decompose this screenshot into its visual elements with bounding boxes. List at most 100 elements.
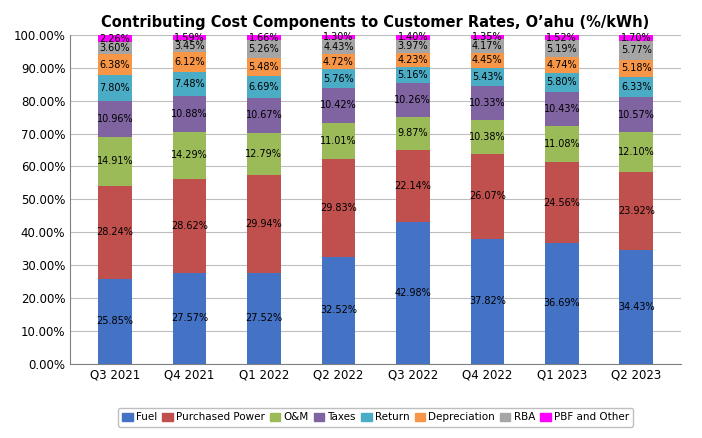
Text: 4.23%: 4.23% bbox=[397, 55, 428, 64]
Text: 28.24%: 28.24% bbox=[96, 227, 133, 237]
Text: 1.59%: 1.59% bbox=[174, 33, 205, 42]
Bar bbox=[322, 54, 355, 69]
Text: 7.80%: 7.80% bbox=[100, 83, 130, 93]
Text: 5.19%: 5.19% bbox=[546, 43, 577, 53]
Bar bbox=[173, 179, 206, 273]
Text: 7.48%: 7.48% bbox=[174, 79, 205, 89]
Bar bbox=[470, 154, 504, 239]
Bar bbox=[247, 76, 281, 98]
Text: 10.88%: 10.88% bbox=[171, 109, 208, 119]
Text: 23.92%: 23.92% bbox=[618, 206, 655, 216]
Text: 14.29%: 14.29% bbox=[171, 151, 208, 160]
Text: 3.60%: 3.60% bbox=[100, 43, 130, 53]
Text: 14.91%: 14.91% bbox=[97, 156, 133, 166]
Bar bbox=[98, 75, 132, 101]
Text: 10.26%: 10.26% bbox=[395, 95, 431, 106]
Bar bbox=[545, 126, 578, 162]
Text: 1.40%: 1.40% bbox=[397, 32, 428, 42]
Bar bbox=[396, 39, 430, 53]
Bar bbox=[470, 35, 504, 39]
Bar bbox=[619, 60, 653, 77]
Text: 12.10%: 12.10% bbox=[618, 147, 655, 157]
Text: 1.66%: 1.66% bbox=[249, 33, 279, 43]
Text: 1.70%: 1.70% bbox=[621, 33, 651, 43]
Bar bbox=[247, 273, 281, 364]
Bar bbox=[619, 132, 653, 172]
Text: 12.79%: 12.79% bbox=[246, 149, 282, 159]
Bar bbox=[396, 53, 430, 67]
Bar bbox=[619, 97, 653, 132]
Bar bbox=[98, 35, 132, 42]
Text: 10.43%: 10.43% bbox=[543, 104, 580, 114]
Bar bbox=[470, 86, 504, 120]
Text: 10.96%: 10.96% bbox=[97, 114, 133, 124]
Text: 28.62%: 28.62% bbox=[171, 221, 208, 231]
Bar bbox=[619, 251, 653, 364]
Bar bbox=[470, 120, 504, 154]
Bar bbox=[98, 137, 132, 186]
Text: 4.17%: 4.17% bbox=[472, 41, 503, 51]
Bar bbox=[322, 257, 355, 364]
Bar bbox=[470, 39, 504, 53]
Bar bbox=[545, 92, 578, 126]
Bar bbox=[173, 72, 206, 96]
Bar bbox=[98, 54, 132, 75]
Text: 3.45%: 3.45% bbox=[174, 41, 205, 51]
Text: 5.43%: 5.43% bbox=[472, 72, 503, 82]
Text: 5.16%: 5.16% bbox=[397, 70, 428, 80]
Text: 10.42%: 10.42% bbox=[320, 100, 357, 110]
Text: 2.26%: 2.26% bbox=[100, 34, 131, 44]
Bar bbox=[247, 35, 281, 40]
Text: 4.43%: 4.43% bbox=[323, 42, 354, 52]
Bar bbox=[322, 88, 355, 123]
Text: 26.07%: 26.07% bbox=[469, 191, 505, 201]
Text: 5.76%: 5.76% bbox=[323, 74, 354, 84]
Text: 10.67%: 10.67% bbox=[246, 110, 282, 120]
Bar bbox=[545, 57, 578, 73]
Text: 32.52%: 32.52% bbox=[320, 305, 357, 315]
Bar bbox=[98, 101, 132, 137]
Bar bbox=[619, 35, 653, 41]
Bar bbox=[98, 279, 132, 364]
Bar bbox=[247, 98, 281, 133]
Bar bbox=[173, 35, 206, 40]
Bar bbox=[173, 273, 206, 364]
Bar bbox=[396, 223, 430, 364]
Bar bbox=[173, 96, 206, 132]
Text: 6.69%: 6.69% bbox=[249, 82, 279, 92]
Title: Contributing Cost Components to Customer Rates, O’ahu (%/kWh): Contributing Cost Components to Customer… bbox=[102, 15, 649, 30]
Bar bbox=[173, 52, 206, 72]
Text: 4.74%: 4.74% bbox=[546, 60, 577, 70]
Bar bbox=[247, 58, 281, 76]
Text: 5.18%: 5.18% bbox=[621, 63, 651, 73]
Text: 29.94%: 29.94% bbox=[246, 219, 282, 229]
Bar bbox=[470, 68, 504, 86]
Text: 22.14%: 22.14% bbox=[395, 181, 431, 191]
Bar bbox=[247, 175, 281, 273]
Bar bbox=[322, 159, 355, 257]
Text: 27.52%: 27.52% bbox=[245, 313, 282, 323]
Text: 11.08%: 11.08% bbox=[543, 139, 580, 149]
Text: 11.01%: 11.01% bbox=[320, 136, 357, 146]
Text: 5.26%: 5.26% bbox=[249, 44, 279, 54]
Bar bbox=[545, 243, 578, 364]
Bar bbox=[545, 35, 578, 40]
Bar bbox=[247, 40, 281, 58]
Text: 10.57%: 10.57% bbox=[618, 110, 655, 120]
Bar bbox=[545, 73, 578, 92]
Bar bbox=[98, 42, 132, 54]
Bar bbox=[396, 150, 430, 223]
Text: 4.72%: 4.72% bbox=[323, 57, 354, 67]
Text: 6.38%: 6.38% bbox=[100, 60, 130, 70]
Bar bbox=[470, 53, 504, 68]
Bar bbox=[173, 40, 206, 52]
Text: 42.98%: 42.98% bbox=[395, 288, 431, 298]
Bar bbox=[98, 186, 132, 279]
Bar bbox=[545, 162, 578, 243]
Legend: Fuel, Purchased Power, O&M, Taxes, Return, Depreciation, RBA, PBF and Other: Fuel, Purchased Power, O&M, Taxes, Retur… bbox=[118, 408, 633, 427]
Text: 6.33%: 6.33% bbox=[621, 82, 651, 92]
Text: 1.30%: 1.30% bbox=[323, 32, 354, 42]
Text: 5.77%: 5.77% bbox=[621, 45, 651, 55]
Text: 36.69%: 36.69% bbox=[543, 298, 580, 308]
Bar bbox=[396, 84, 430, 117]
